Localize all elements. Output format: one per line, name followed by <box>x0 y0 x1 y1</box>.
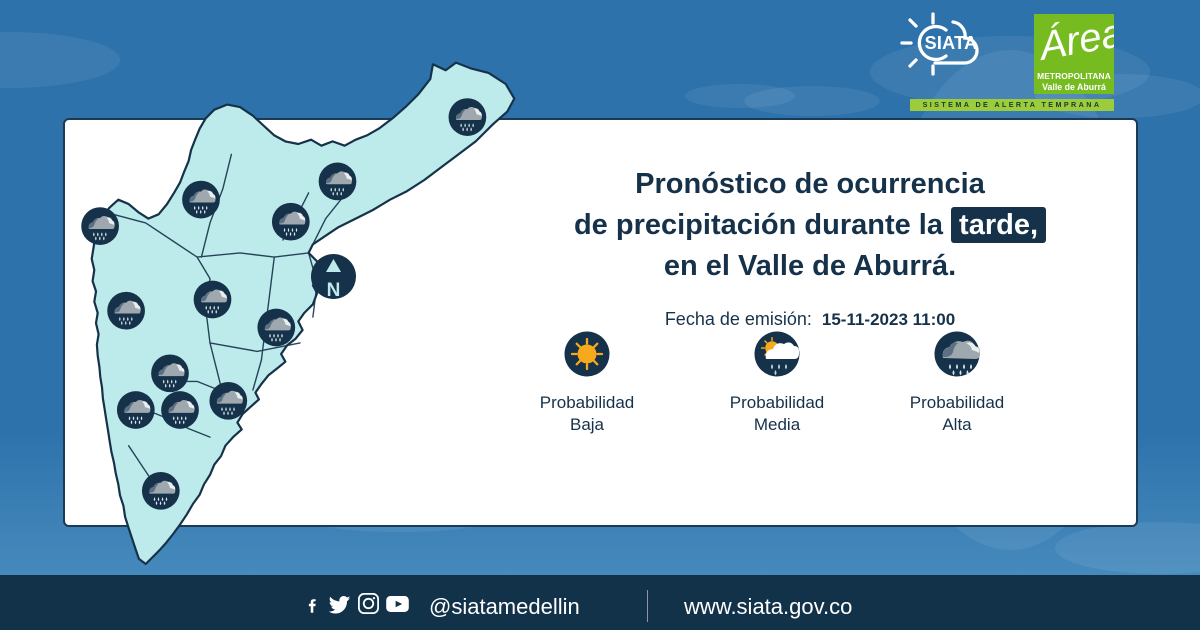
svg-text:N: N <box>327 280 341 301</box>
svg-text:SIATA: SIATA <box>925 33 978 53</box>
svg-text:Área: Área <box>1034 14 1114 69</box>
